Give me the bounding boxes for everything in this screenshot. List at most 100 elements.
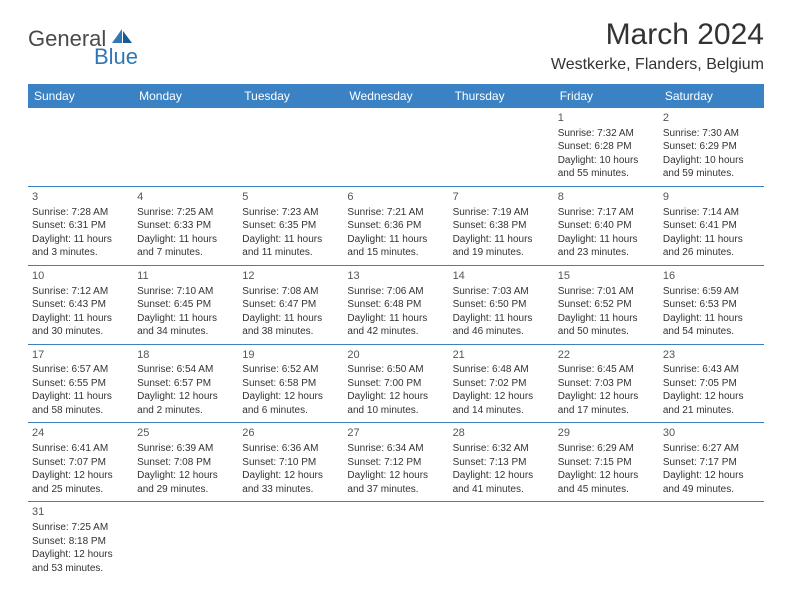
- day-detail: Sunrise: 6:54 AM: [137, 363, 234, 377]
- day-detail: and 14 minutes.: [453, 404, 550, 418]
- calendar-cell-empty: [133, 502, 238, 580]
- day-detail: Sunset: 6:48 PM: [347, 298, 444, 312]
- day-detail: and 11 minutes.: [242, 246, 339, 260]
- day-detail: Sunset: 8:18 PM: [32, 535, 129, 549]
- day-detail: and 7 minutes.: [137, 246, 234, 260]
- day-number: 21: [453, 348, 550, 363]
- day-detail: Daylight: 11 hours: [32, 312, 129, 326]
- day-detail: Daylight: 12 hours: [242, 469, 339, 483]
- day-detail: Daylight: 12 hours: [137, 469, 234, 483]
- day-detail: Sunrise: 6:32 AM: [453, 442, 550, 456]
- day-detail: Sunset: 6:36 PM: [347, 219, 444, 233]
- day-detail: Sunset: 6:31 PM: [32, 219, 129, 233]
- title-block: March 2024 Westkerke, Flanders, Belgium: [551, 18, 764, 74]
- day-detail: Sunrise: 7:10 AM: [137, 285, 234, 299]
- calendar-cell: 15Sunrise: 7:01 AMSunset: 6:52 PMDayligh…: [554, 265, 659, 344]
- calendar-cell-empty: [28, 108, 133, 186]
- day-detail: Sunset: 6:53 PM: [663, 298, 760, 312]
- calendar-cell: 8Sunrise: 7:17 AMSunset: 6:40 PMDaylight…: [554, 186, 659, 265]
- day-detail: and 58 minutes.: [32, 404, 129, 418]
- calendar-cell: 4Sunrise: 7:25 AMSunset: 6:33 PMDaylight…: [133, 186, 238, 265]
- day-number: 6: [347, 190, 444, 205]
- calendar-row: 17Sunrise: 6:57 AMSunset: 6:55 PMDayligh…: [28, 344, 764, 423]
- calendar-cell: 22Sunrise: 6:45 AMSunset: 7:03 PMDayligh…: [554, 344, 659, 423]
- day-detail: Sunrise: 6:41 AM: [32, 442, 129, 456]
- day-detail: Daylight: 12 hours: [663, 390, 760, 404]
- day-detail: Sunrise: 7:25 AM: [32, 521, 129, 535]
- day-header-row: SundayMondayTuesdayWednesdayThursdayFrid…: [28, 84, 764, 108]
- day-detail: Sunrise: 6:59 AM: [663, 285, 760, 299]
- day-number: 15: [558, 269, 655, 284]
- day-detail: and 33 minutes.: [242, 483, 339, 497]
- calendar-cell: 26Sunrise: 6:36 AMSunset: 7:10 PMDayligh…: [238, 423, 343, 502]
- day-detail: and 42 minutes.: [347, 325, 444, 339]
- calendar-cell: 14Sunrise: 7:03 AMSunset: 6:50 PMDayligh…: [449, 265, 554, 344]
- calendar-cell: 11Sunrise: 7:10 AMSunset: 6:45 PMDayligh…: [133, 265, 238, 344]
- calendar-cell-empty: [449, 502, 554, 580]
- day-detail: Sunset: 7:12 PM: [347, 456, 444, 470]
- day-detail: Sunrise: 7:23 AM: [242, 206, 339, 220]
- day-detail: Sunset: 6:45 PM: [137, 298, 234, 312]
- day-number: 25: [137, 426, 234, 441]
- calendar-cell: 1Sunrise: 7:32 AMSunset: 6:28 PMDaylight…: [554, 108, 659, 186]
- day-detail: and 30 minutes.: [32, 325, 129, 339]
- day-number: 14: [453, 269, 550, 284]
- day-number: 27: [347, 426, 444, 441]
- day-detail: Sunrise: 7:28 AM: [32, 206, 129, 220]
- calendar-row: 3Sunrise: 7:28 AMSunset: 6:31 PMDaylight…: [28, 186, 764, 265]
- day-detail: Sunset: 6:41 PM: [663, 219, 760, 233]
- day-detail: Sunrise: 7:30 AM: [663, 127, 760, 141]
- day-detail: Sunset: 6:29 PM: [663, 140, 760, 154]
- day-number: 30: [663, 426, 760, 441]
- day-number: 10: [32, 269, 129, 284]
- day-detail: and 3 minutes.: [32, 246, 129, 260]
- day-number: 2: [663, 111, 760, 126]
- day-detail: Daylight: 12 hours: [558, 390, 655, 404]
- month-title: March 2024: [551, 18, 764, 52]
- day-header: Monday: [133, 84, 238, 108]
- day-detail: Daylight: 12 hours: [347, 469, 444, 483]
- day-detail: Sunrise: 7:06 AM: [347, 285, 444, 299]
- day-detail: Daylight: 11 hours: [663, 312, 760, 326]
- calendar-cell: 30Sunrise: 6:27 AMSunset: 7:17 PMDayligh…: [659, 423, 764, 502]
- day-detail: Sunset: 7:10 PM: [242, 456, 339, 470]
- day-header: Wednesday: [343, 84, 448, 108]
- calendar-cell-empty: [133, 108, 238, 186]
- calendar-cell-empty: [238, 502, 343, 580]
- day-detail: Sunset: 7:00 PM: [347, 377, 444, 391]
- day-detail: and 54 minutes.: [663, 325, 760, 339]
- day-detail: and 10 minutes.: [347, 404, 444, 418]
- day-detail: Sunset: 6:57 PM: [137, 377, 234, 391]
- day-detail: Daylight: 11 hours: [137, 312, 234, 326]
- day-number: 9: [663, 190, 760, 205]
- day-detail: Sunrise: 7:17 AM: [558, 206, 655, 220]
- day-detail: and 59 minutes.: [663, 167, 760, 181]
- logo-text-sub: Blue: [94, 44, 138, 70]
- day-detail: Daylight: 11 hours: [453, 233, 550, 247]
- day-detail: Sunrise: 7:19 AM: [453, 206, 550, 220]
- location: Westkerke, Flanders, Belgium: [551, 56, 764, 74]
- calendar-cell-empty: [449, 108, 554, 186]
- calendar-cell: 23Sunrise: 6:43 AMSunset: 7:05 PMDayligh…: [659, 344, 764, 423]
- day-detail: Sunset: 7:15 PM: [558, 456, 655, 470]
- day-detail: and 15 minutes.: [347, 246, 444, 260]
- day-detail: Daylight: 11 hours: [242, 233, 339, 247]
- day-detail: and 53 minutes.: [32, 562, 129, 576]
- day-detail: Daylight: 11 hours: [242, 312, 339, 326]
- day-detail: and 55 minutes.: [558, 167, 655, 181]
- day-detail: Sunset: 7:05 PM: [663, 377, 760, 391]
- day-detail: Daylight: 12 hours: [663, 469, 760, 483]
- day-number: 1: [558, 111, 655, 126]
- day-header: Saturday: [659, 84, 764, 108]
- day-detail: Daylight: 11 hours: [558, 312, 655, 326]
- day-detail: and 6 minutes.: [242, 404, 339, 418]
- day-detail: Daylight: 11 hours: [663, 233, 760, 247]
- calendar-cell: 17Sunrise: 6:57 AMSunset: 6:55 PMDayligh…: [28, 344, 133, 423]
- day-number: 4: [137, 190, 234, 205]
- calendar-cell-empty: [343, 108, 448, 186]
- calendar-row: 24Sunrise: 6:41 AMSunset: 7:07 PMDayligh…: [28, 423, 764, 502]
- day-detail: Sunrise: 7:08 AM: [242, 285, 339, 299]
- day-detail: Daylight: 11 hours: [32, 233, 129, 247]
- day-detail: Sunset: 7:13 PM: [453, 456, 550, 470]
- day-detail: and 38 minutes.: [242, 325, 339, 339]
